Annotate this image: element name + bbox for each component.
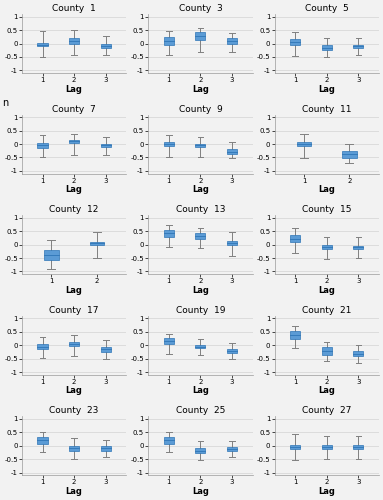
- Title: County  23: County 23: [49, 406, 99, 416]
- Bar: [44, 250, 59, 260]
- Bar: [353, 44, 363, 48]
- Title: County  5: County 5: [305, 4, 349, 13]
- Bar: [227, 349, 237, 353]
- Bar: [290, 446, 300, 448]
- X-axis label: Lag: Lag: [192, 84, 209, 94]
- Bar: [353, 351, 363, 356]
- Bar: [353, 446, 363, 448]
- Bar: [195, 144, 205, 147]
- Bar: [227, 447, 237, 451]
- X-axis label: Lag: Lag: [192, 487, 209, 496]
- Title: County  15: County 15: [302, 206, 352, 214]
- X-axis label: Lag: Lag: [318, 386, 335, 396]
- Bar: [38, 344, 47, 348]
- Bar: [164, 230, 174, 237]
- Bar: [322, 245, 332, 250]
- Title: County  21: County 21: [302, 306, 351, 315]
- Bar: [353, 246, 363, 249]
- X-axis label: Lag: Lag: [318, 286, 335, 294]
- Bar: [69, 38, 79, 44]
- X-axis label: Lag: Lag: [65, 386, 83, 396]
- Bar: [38, 143, 47, 148]
- Title: County  25: County 25: [176, 406, 225, 416]
- X-axis label: Lag: Lag: [65, 487, 83, 496]
- Bar: [90, 242, 104, 245]
- Bar: [227, 241, 237, 246]
- Bar: [297, 142, 311, 146]
- X-axis label: Lag: Lag: [192, 185, 209, 194]
- Bar: [101, 346, 111, 352]
- Bar: [164, 437, 174, 444]
- X-axis label: Lag: Lag: [318, 487, 335, 496]
- X-axis label: Lag: Lag: [318, 185, 335, 194]
- Title: County  19: County 19: [176, 306, 225, 315]
- Bar: [227, 149, 237, 154]
- Bar: [164, 37, 174, 44]
- Bar: [101, 144, 111, 147]
- Bar: [69, 342, 79, 346]
- Bar: [195, 32, 205, 40]
- Bar: [342, 150, 357, 158]
- Bar: [195, 448, 205, 453]
- Bar: [195, 233, 205, 239]
- Bar: [38, 43, 47, 46]
- X-axis label: Lag: Lag: [65, 84, 83, 94]
- Bar: [164, 338, 174, 344]
- Bar: [164, 142, 174, 146]
- X-axis label: Lag: Lag: [65, 286, 83, 294]
- X-axis label: Lag: Lag: [192, 286, 209, 294]
- Bar: [322, 46, 332, 50]
- Bar: [38, 437, 47, 444]
- Title: County  9: County 9: [178, 104, 222, 114]
- Title: County  17: County 17: [49, 306, 99, 315]
- Bar: [69, 140, 79, 143]
- Title: County  1: County 1: [52, 4, 96, 13]
- Text: n: n: [2, 98, 8, 108]
- Bar: [290, 40, 300, 45]
- X-axis label: Lag: Lag: [192, 386, 209, 396]
- Title: County  7: County 7: [52, 104, 96, 114]
- Bar: [290, 235, 300, 242]
- Bar: [227, 38, 237, 44]
- Bar: [101, 446, 111, 450]
- Bar: [322, 348, 332, 355]
- X-axis label: Lag: Lag: [318, 84, 335, 94]
- Title: County  3: County 3: [178, 4, 222, 13]
- Bar: [322, 446, 332, 448]
- Bar: [69, 446, 79, 450]
- Bar: [101, 44, 111, 48]
- X-axis label: Lag: Lag: [65, 185, 83, 194]
- Title: County  12: County 12: [49, 206, 99, 214]
- Title: County  27: County 27: [302, 406, 351, 416]
- Title: County  11: County 11: [302, 104, 352, 114]
- Title: County  13: County 13: [176, 206, 225, 214]
- Bar: [290, 330, 300, 340]
- Bar: [195, 345, 205, 348]
